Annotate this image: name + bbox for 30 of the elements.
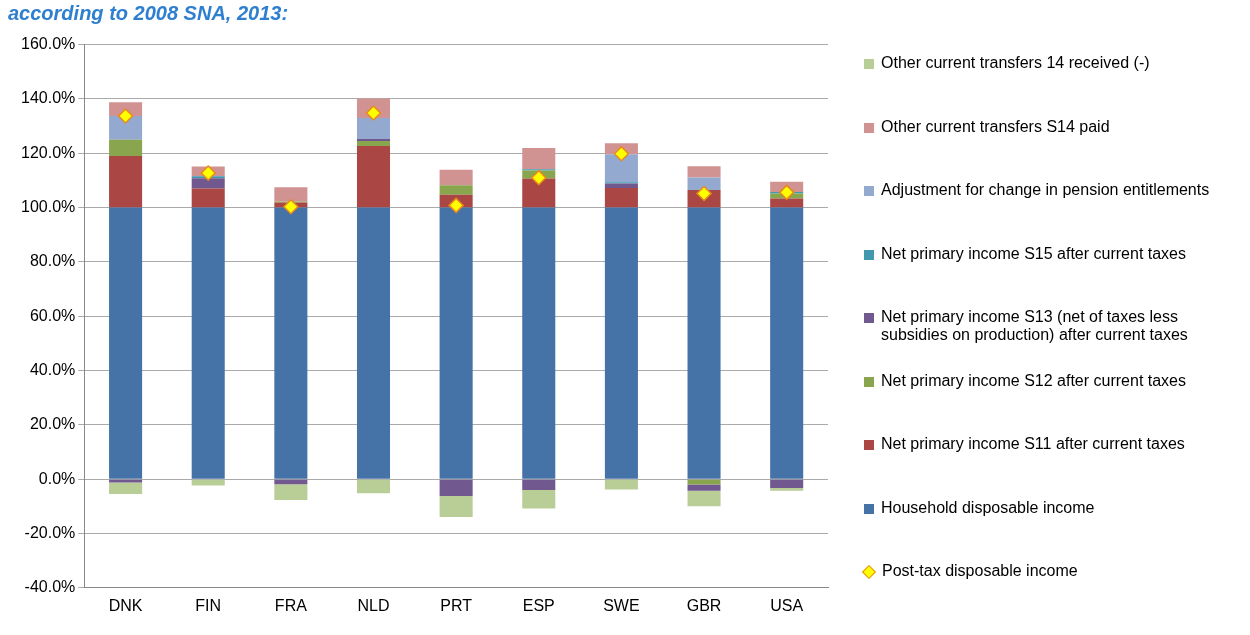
y-tick-label: 80.0%: [29, 252, 76, 270]
y-tick-label: -40.0%: [24, 578, 76, 596]
legend-label: Household disposable income: [881, 498, 1096, 517]
legend-label: Adjustment for change in pension entitlements: [881, 181, 1211, 199]
y-tick-label: 0.0%: [38, 469, 76, 487]
x-tick-label: PRT: [440, 596, 473, 614]
y-tick-label: 120.0%: [21, 143, 76, 161]
y-tick-label: 100.0%: [21, 197, 76, 215]
y-tick-label: 40.0%: [29, 360, 76, 378]
y-tick-label: 160.0%: [21, 35, 76, 53]
legend-label: Net primary income S15 after current taxes: [881, 244, 1187, 263]
legend-label: Other current transfers S14 paid: [881, 117, 1111, 136]
y-tick-label: 60.0%: [29, 306, 76, 324]
legend-label: Post-tax disposable income: [882, 562, 1079, 580]
y-tick-label: -20.0%: [24, 523, 76, 541]
legend-label: Net primary income S13 (net of taxes less subsidies on production) after current taxes: [881, 308, 1189, 344]
legend-label: Other current transfers 14 received (-): [881, 54, 1151, 72]
y-tick-label: 20.0%: [29, 415, 76, 433]
y-tick-label: 140.0%: [21, 89, 76, 107]
x-tick-label: GBR: [686, 596, 722, 614]
x-tick-label: FRA: [274, 596, 308, 614]
x-tick-label: NLD: [357, 596, 390, 614]
x-tick-label: DNK: [108, 596, 143, 614]
x-tick-label: SWE: [603, 596, 640, 614]
legend-label: Net primary income S11 after current taxes: [881, 435, 1186, 453]
chart-title: according to 2008 SNA, 2013:: [8, 2, 289, 25]
x-tick-label: FIN: [195, 596, 222, 614]
legend-label: Net primary income S12 after current taxes: [881, 371, 1187, 390]
x-tick-label: ESP: [522, 596, 555, 614]
x-tick-label: USA: [770, 596, 804, 614]
